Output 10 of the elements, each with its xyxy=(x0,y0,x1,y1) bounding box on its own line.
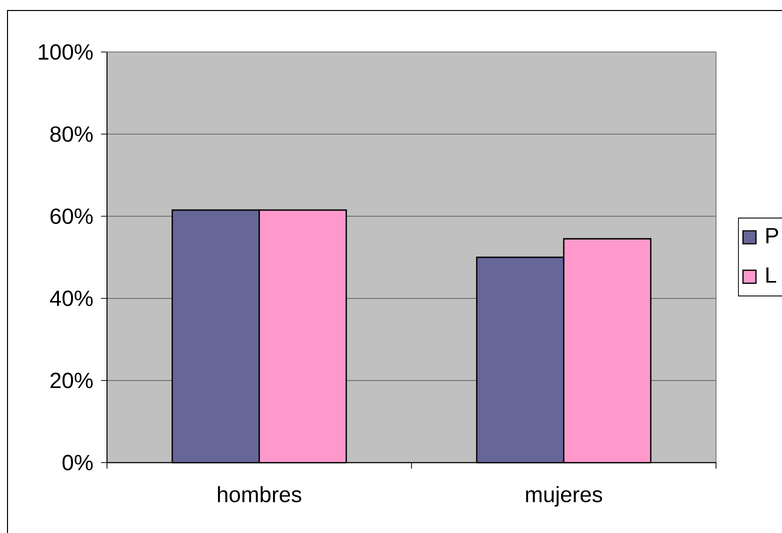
x-tick-label: hombres xyxy=(218,486,302,502)
y-tick-label: 40% xyxy=(50,290,93,306)
y-tick-label: 0% xyxy=(62,454,93,470)
y-tick-label: 80% xyxy=(50,126,93,142)
x-tick-label: mujeres xyxy=(526,486,602,507)
y-tick-label: 100% xyxy=(38,44,93,60)
legend-label: P xyxy=(766,228,778,244)
y-tick-label: 20% xyxy=(50,372,93,388)
legend-label: L xyxy=(766,268,776,283)
y-tick-label: 60% xyxy=(50,208,93,224)
